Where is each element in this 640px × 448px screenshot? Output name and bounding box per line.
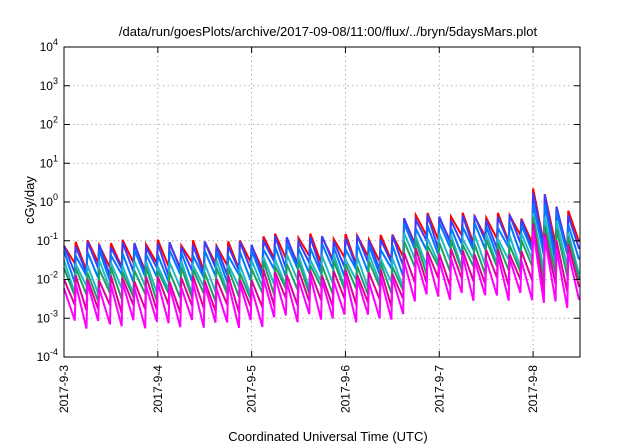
y-tick-base: 10 [37, 350, 51, 364]
y-tick-base: 10 [37, 234, 51, 248]
y-tick-label: 10-3 [37, 308, 58, 325]
y-tick-label: 10-4 [37, 347, 58, 364]
y-tick-exponent: -4 [50, 347, 58, 357]
y-tick-exponent: 4 [53, 37, 58, 47]
y-tick-label: 101 [40, 153, 58, 170]
x-tick-label: 2017-9-5 [245, 365, 259, 413]
y-tick-exponent: 2 [53, 115, 58, 125]
y-tick-label: 100 [40, 192, 58, 209]
y-axis-label: cGy/day [22, 176, 37, 224]
y-tick-exponent: 3 [53, 76, 58, 86]
x-axis-label: Coordinated Universal Time (UTC) [228, 429, 427, 444]
y-tick-label: 104 [40, 37, 58, 54]
y-tick-exponent: -2 [50, 270, 58, 280]
y-tick-label: 10-1 [37, 231, 58, 248]
x-tick-label: 2017-9-8 [526, 365, 540, 413]
series-group [63, 188, 581, 329]
chart-title: /data/run/goesPlots/archive/2017-09-08/1… [119, 24, 538, 39]
y-tick-base: 10 [37, 273, 51, 287]
y-tick-exponent: -1 [50, 231, 58, 241]
x-tick-label: 2017-9-3 [57, 365, 71, 413]
plot-frame [63, 46, 581, 358]
y-tick-base: 10 [40, 40, 54, 54]
y-tick-exponent: 0 [53, 192, 58, 202]
y-tick-label: 102 [40, 115, 58, 132]
y-tick-base: 10 [40, 118, 54, 132]
y-tick-base: 10 [40, 79, 54, 93]
y-tick-exponent: 1 [53, 153, 58, 163]
y-tick-label: 10-2 [37, 270, 58, 287]
x-tick-label: 2017-9-7 [432, 365, 446, 413]
y-tick-label: 103 [40, 76, 58, 93]
x-tick-labels: 2017-9-3 2017-9-4 2017-9-5 2017-9-6 2017-9-7… [57, 365, 540, 413]
y-tick-base: 10 [37, 311, 51, 325]
y-tick-base: 10 [40, 195, 54, 209]
x-tick-label: 2017-9-4 [151, 365, 165, 413]
series-line-7 [63, 230, 581, 329]
y-tick-exponent: -3 [50, 308, 58, 318]
axes [63, 46, 581, 358]
y-tick-base: 10 [40, 156, 54, 170]
x-tick-label: 2017-9-6 [338, 365, 352, 413]
